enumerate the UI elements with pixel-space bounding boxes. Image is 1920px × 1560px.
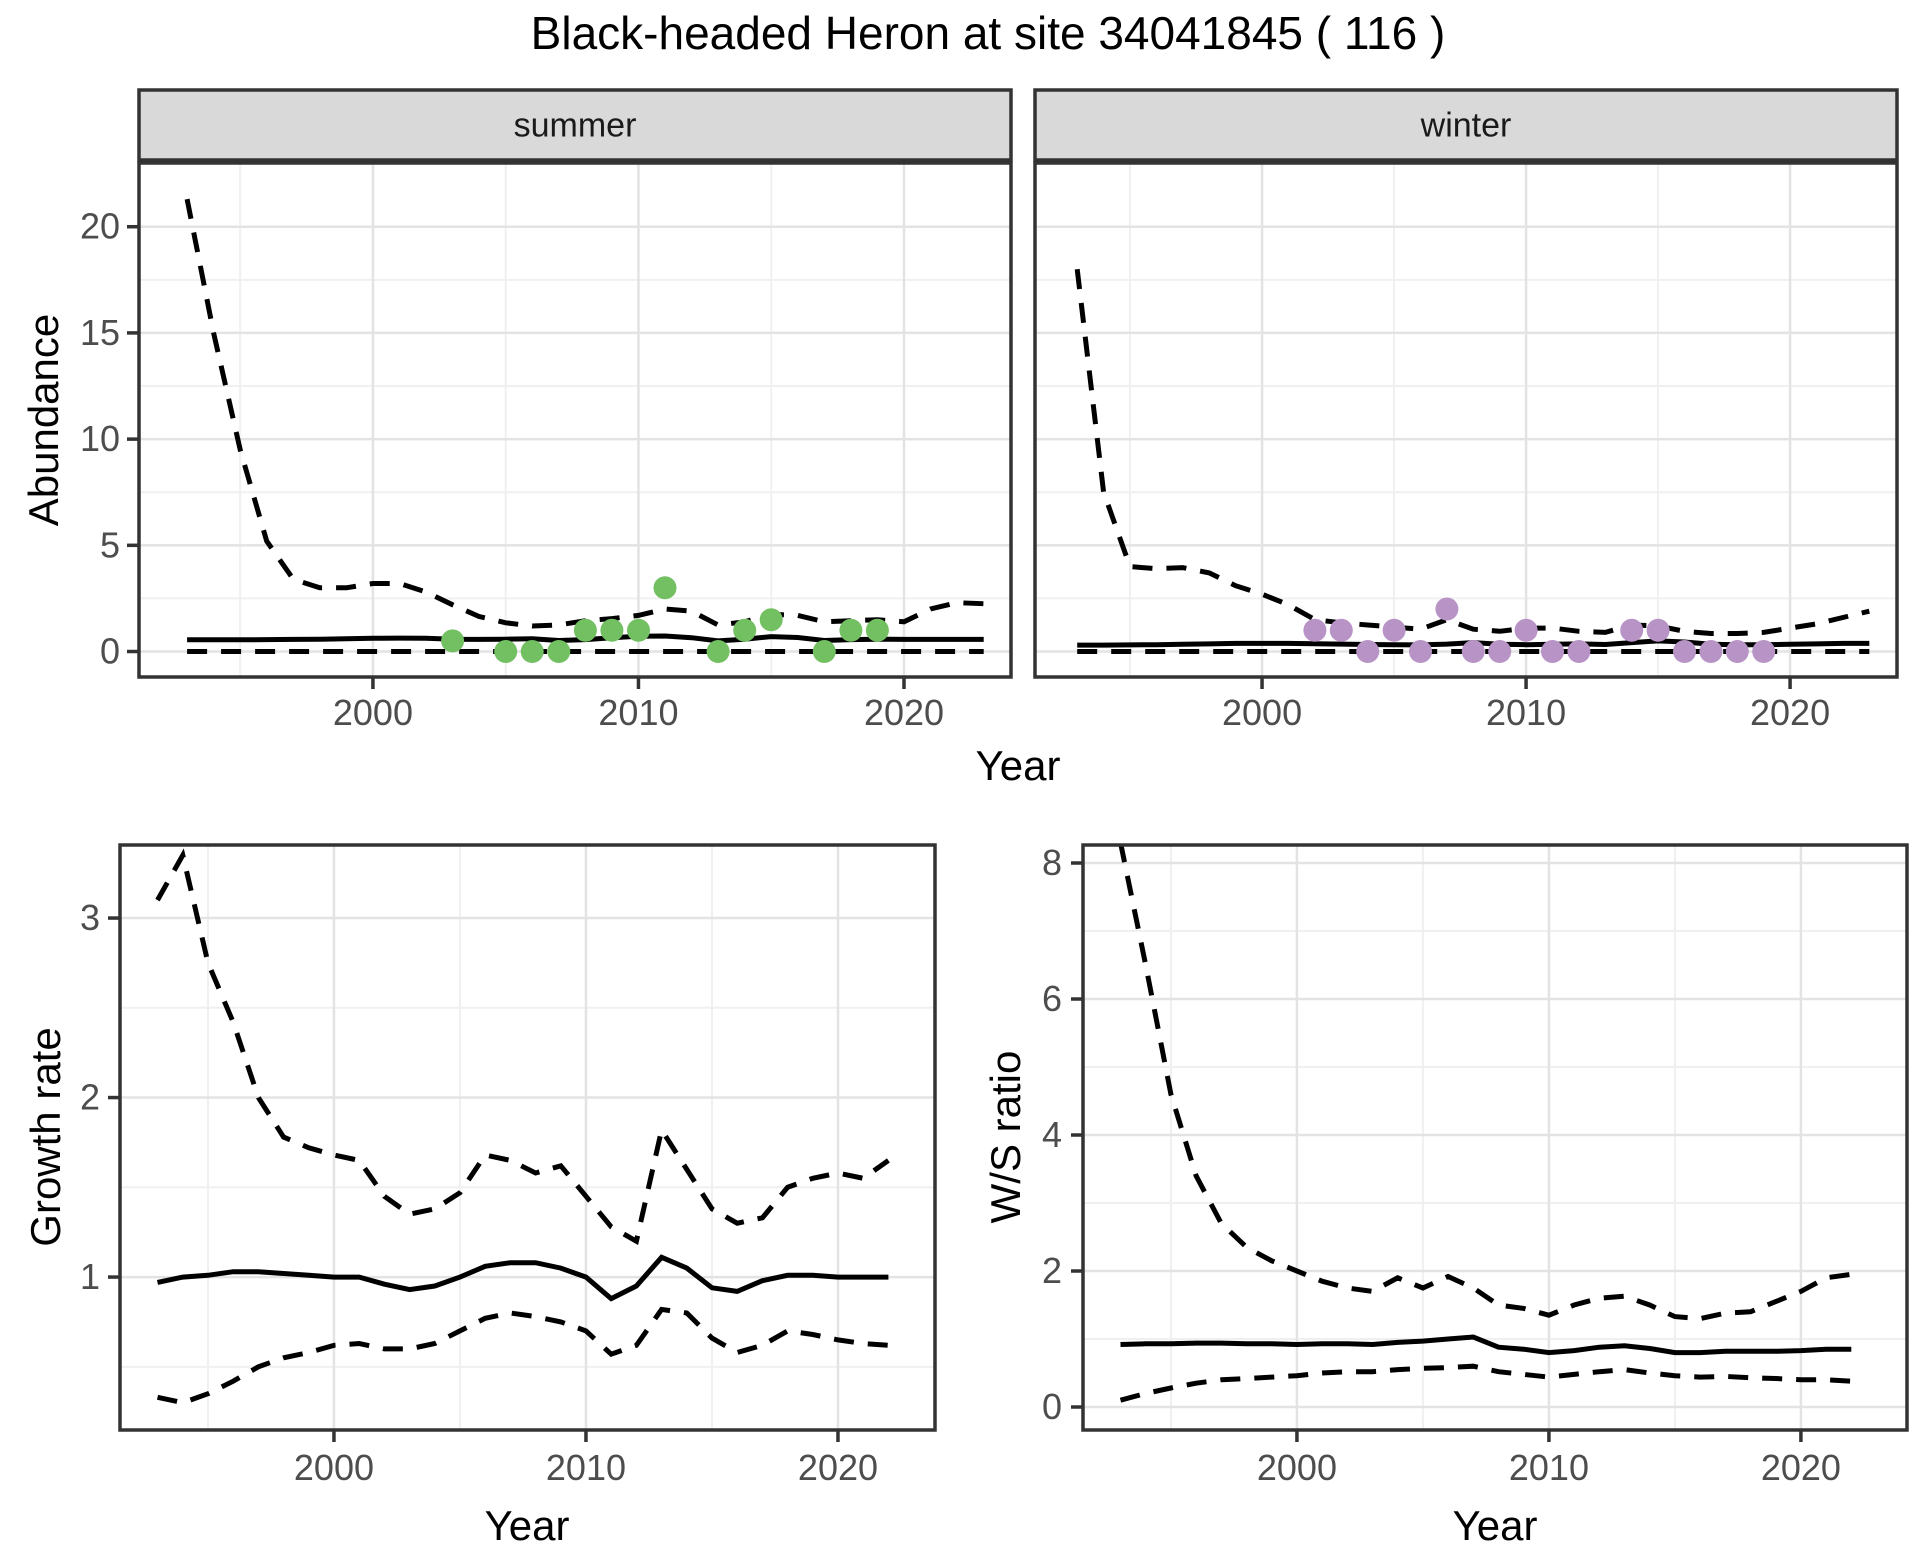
facet-strip <box>137 88 1013 162</box>
data-point <box>1646 618 1670 642</box>
facet-strip <box>1033 88 1899 162</box>
panel-abundance-winter: 2000 2010 2020 <box>1033 88 1899 733</box>
ws-ratio-median-line <box>1120 1334 1852 1356</box>
data-point <box>1435 597 1459 621</box>
y-tick-label: 2 <box>1042 1250 1062 1291</box>
x-tick-label: 2010 <box>546 1447 626 1488</box>
data-point <box>1409 640 1432 663</box>
x-tick-label: 2000 <box>1222 692 1302 733</box>
growth-rate-upper-ci-line <box>155 848 890 1246</box>
x-tick-label: 2000 <box>333 692 413 733</box>
panel-border <box>1081 843 1909 1432</box>
y-tick-label: 2 <box>80 1077 100 1118</box>
panel-border <box>118 843 937 1432</box>
data-point <box>865 618 889 642</box>
facet-strip-label-winter: winter <box>1420 106 1512 145</box>
x-axis-title-year-top: Year <box>975 742 1061 789</box>
x-tick-label: 2010 <box>1509 1447 1589 1488</box>
y-tick-label: 8 <box>1042 842 1062 883</box>
data-point <box>547 640 571 663</box>
x-tick-label: 2020 <box>798 1447 878 1488</box>
data-point <box>600 618 624 642</box>
y-tick-label: 5 <box>100 524 120 565</box>
y-tick-label: 15 <box>80 312 120 353</box>
panel-ws-ratio: 2000 2010 2020 0 2 4 6 8 <box>1042 842 1909 1488</box>
y-tick-label: 10 <box>80 418 120 459</box>
data-point <box>839 618 863 642</box>
summer-observations <box>441 576 889 663</box>
gridlines <box>1035 163 1897 677</box>
panel-background <box>1035 163 1897 677</box>
data-point <box>1329 618 1353 642</box>
y-axis-title-growth-rate: Growth rate <box>22 1027 69 1247</box>
axis-ticks: 2000 2010 2020 1 2 3 <box>80 897 878 1488</box>
data-point <box>627 618 650 642</box>
panel-border <box>137 161 1013 679</box>
data-point <box>1673 640 1696 663</box>
winter-observations <box>1303 597 1776 663</box>
data-point <box>1461 640 1485 663</box>
axis-ticks: 2000 2010 2020 <box>1222 677 1830 733</box>
data-point <box>1567 640 1591 663</box>
data-point <box>733 618 757 642</box>
panel-growth-rate: 2000 2010 2020 1 2 3 <box>80 843 937 1488</box>
x-tick-label: 2010 <box>1486 692 1566 733</box>
y-tick-label: 0 <box>100 631 120 672</box>
data-point <box>759 608 783 632</box>
y-tick-label: 20 <box>80 206 120 247</box>
data-point <box>1699 640 1723 663</box>
panel-background <box>120 845 935 1430</box>
panel-abundance-summer: 2000 2010 2020 0 5 10 15 20 <box>80 88 1013 733</box>
data-point <box>1514 618 1538 642</box>
data-point <box>1725 640 1749 663</box>
x-tick-label: 2000 <box>1257 1447 1337 1488</box>
y-axis-title-abundance: Abundance <box>20 313 67 527</box>
data-point <box>653 576 677 600</box>
y-tick-label: 1 <box>80 1256 100 1297</box>
x-tick-label: 2020 <box>1750 692 1830 733</box>
panel-background <box>1083 845 1907 1430</box>
ws-ratio-upper-ci-line <box>1118 845 1852 1322</box>
data-point <box>573 618 597 642</box>
data-point <box>1620 618 1644 642</box>
gridlines <box>139 163 1011 677</box>
x-tick-label: 2000 <box>294 1447 374 1488</box>
y-tick-label: 0 <box>1042 1386 1062 1427</box>
data-point <box>1303 618 1327 642</box>
data-point <box>812 640 836 663</box>
data-point <box>520 640 544 663</box>
data-point <box>1356 640 1380 663</box>
data-point <box>1541 640 1564 663</box>
data-point <box>441 629 465 653</box>
x-tick-label: 2020 <box>864 692 944 733</box>
data-point <box>706 640 730 663</box>
facet-strip-label-summer: summer <box>513 106 637 145</box>
x-axis-title-year-bottom-left: Year <box>484 1502 570 1549</box>
y-tick-label: 4 <box>1042 1114 1062 1155</box>
data-point <box>494 640 518 663</box>
data-point <box>1382 618 1406 642</box>
y-axis-title-ws-ratio: W/S ratio <box>982 1050 1029 1224</box>
y-tick-label: 6 <box>1042 978 1062 1019</box>
x-axis-title-year-bottom-right: Year <box>1452 1502 1538 1549</box>
growth-rate-lower-ci-line <box>156 1306 889 1406</box>
x-tick-label: 2020 <box>1761 1447 1841 1488</box>
x-tick-label: 2010 <box>598 692 678 733</box>
panel-background <box>139 163 1011 677</box>
axis-ticks: 2000 2010 2020 0 5 10 15 20 <box>80 206 944 733</box>
data-point <box>1488 640 1512 663</box>
gridlines <box>1083 845 1907 1430</box>
chart-title: Black-headed Heron at site 34041845 ( 11… <box>530 7 1446 59</box>
data-point <box>1752 640 1776 663</box>
growth-rate-median-line <box>156 1254 889 1302</box>
axis-ticks: 2000 2010 2020 0 2 4 6 8 <box>1042 842 1841 1488</box>
y-tick-label: 3 <box>80 897 100 938</box>
panel-border <box>1033 161 1899 679</box>
abundance-winter-upper-ci-line <box>1074 268 1870 636</box>
ws-ratio-lower-ci-line <box>1119 1363 1852 1403</box>
